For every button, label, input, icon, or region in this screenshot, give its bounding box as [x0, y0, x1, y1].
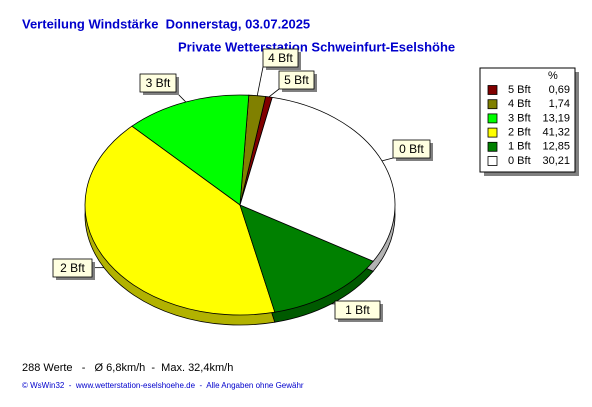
label-box [334, 300, 381, 320]
legend-swatch [487, 113, 498, 124]
leader-line [268, 88, 280, 98]
legend-value: 0,69 [549, 84, 570, 96]
legend-value: 13,19 [542, 112, 570, 124]
legend-swatch [487, 156, 498, 166]
legend-label: 3 Bft [508, 112, 531, 124]
legend-label: 0 Bft [508, 155, 531, 167]
slice-label: 5 Bft [284, 73, 309, 87]
slice-labels: 5 Bft 4 Bft 3 Bft 2 Bft 1 Bft 0 Bft [52, 48, 433, 322]
slice-label: 2 Bft [60, 261, 85, 275]
chart-title: Verteilung Windstärke Donnerstag, 03.07.… [22, 16, 310, 31]
legend-label: 2 Bft [508, 127, 531, 139]
pie [84, 94, 396, 326]
legend-swatch [487, 99, 498, 110]
slice-label: 4 Bft [268, 51, 293, 65]
legend-swatch [487, 141, 498, 152]
legend-value: 1,74 [549, 98, 570, 110]
legend-label: 5 Bft [508, 84, 531, 96]
label-box [392, 139, 431, 159]
legend-value: 41,32 [542, 127, 570, 139]
leader-line [256, 66, 264, 96]
legend-header: % [548, 70, 558, 82]
label-box [52, 258, 93, 278]
chart-subtitle: Private Wetterstation Schweinfurt-Eselsh… [178, 39, 455, 54]
slice-label: 0 Bft [399, 142, 424, 156]
slice-label: 1 Bft [345, 303, 370, 317]
credits: © WsWin32 - www.wetterstation-eselshoehe… [22, 381, 304, 390]
footer: 288 Werte - Ø 6,8km/h - Max. 32,4km/h [22, 362, 233, 374]
legend-value: 30,21 [542, 155, 570, 167]
legend-swatch [487, 85, 498, 95]
slice [131, 94, 250, 206]
slice [84, 125, 276, 316]
legend: 5 Bft 0,69 4 Bft 1,74 3 Bft 13,19 2 Bft 41,32 1 … [487, 84, 570, 167]
slice [239, 96, 396, 262]
legend-label: 4 Bft [508, 98, 531, 110]
slice-label: 3 Bft [146, 76, 171, 90]
legend-swatch [487, 127, 498, 138]
label-box [139, 73, 177, 93]
slice [239, 204, 374, 313]
legend-value: 12,85 [542, 141, 570, 153]
label-box [262, 48, 299, 68]
legend-label: 1 Bft [508, 141, 531, 153]
label-box [278, 70, 315, 90]
leader-line [381, 157, 394, 162]
